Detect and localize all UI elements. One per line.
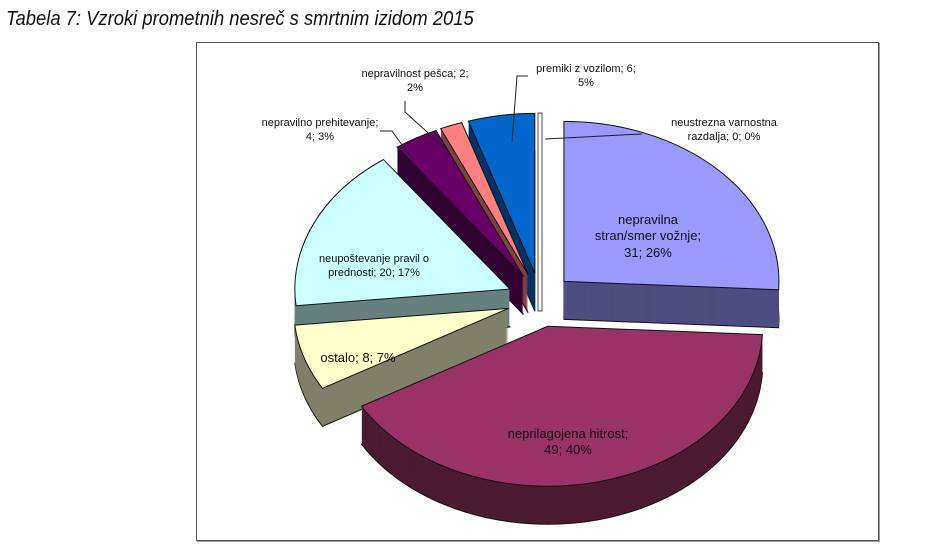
slice-top [294,158,511,307]
pie-slice-0 [563,120,780,329]
label-line: prednosti; 20; 17% [328,266,420,279]
label-pesca: nepravilnost pešca; 2; 2% [361,68,468,96]
label-line: ostalo; 8; 7% [320,350,396,365]
leader-line-neustrezna [544,133,643,140]
label-line: premiki z vozilom; 6; [536,63,636,75]
label-ostalo: ostalo; 8; 7% [320,350,395,366]
label-stran-smer: nepravilna stran/smer vožnje; 31; 26% [595,212,701,261]
label-line: nepravilno prehitevanje; [261,117,379,129]
slice-top [396,129,524,277]
label-premiki: premiki z vozilom; 6; 5% [536,63,636,91]
label-line: 5% [578,76,594,89]
label-line: nepravilna [617,212,678,227]
pie-slice-3 [294,158,511,345]
pie-slice-zero [537,112,543,312]
leader-line-premiki [511,75,528,143]
label-hitrost: neprilagojena hitrost; 49; 40% [508,426,629,459]
slice-top [563,120,780,291]
label-line: neprilagojena hitrost; [507,426,629,441]
label-neustrezna: neustrezna varnostna razdalja; 0; 0% [671,117,777,145]
label-line: nepravilnost pešca; 2; [361,68,469,80]
label-line: 4; 3% [305,130,335,143]
pie-slice-7 [537,112,543,312]
label-line: razdalja; 0; 0% [687,130,761,143]
label-prehitevanje: nepravilno prehitevanje; 4; 3% [262,117,379,145]
chart-frame [196,42,879,541]
label-prednost: neupoštevanje pravil o prednosti; 20; 17… [319,253,429,281]
label-line: neupoštevanje pravil o [318,253,430,265]
label-line: neustrezna varnostna [671,117,777,129]
pie-slice-1 [360,325,763,525]
leader-line-prehitevanje [380,130,414,161]
label-line: 49; 40% [544,442,592,458]
slice-top [294,307,509,389]
chart-title: Tabela 7: Vzroki prometnih nesreč s smrt… [6,8,474,30]
label-line: stran/smer vožnje; [594,228,702,244]
pie-slice-4 [396,129,524,315]
label-line: 2% [407,81,423,94]
slice-top [467,112,536,274]
leader-line-pesca [404,101,448,151]
slice-top [360,325,763,487]
label-line: 31; 26% [624,244,672,260]
leader-lines [380,75,643,161]
slice-top [439,122,529,276]
